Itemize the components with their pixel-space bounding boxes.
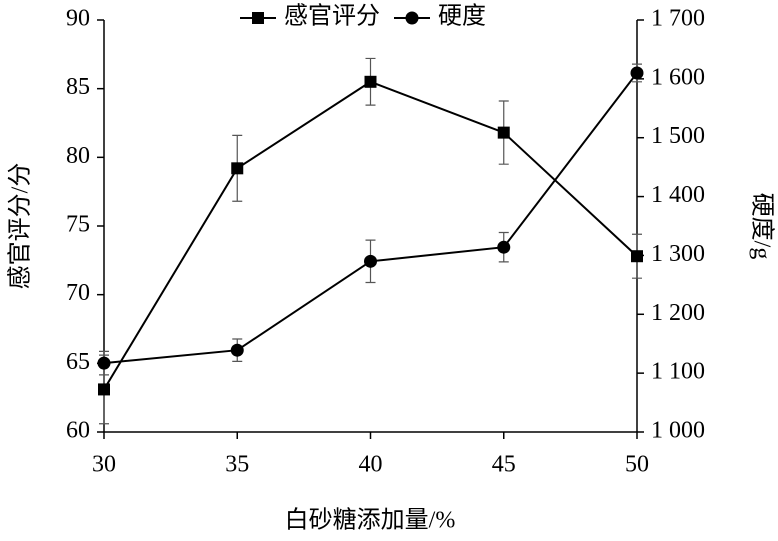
x-tick-label: 45: [492, 452, 516, 478]
y2-tick-label: 1 200: [651, 300, 705, 326]
data-point: [497, 240, 511, 254]
data-point: [230, 343, 244, 357]
data-point: [364, 254, 377, 268]
y2-tick-label: 1 000: [651, 418, 705, 444]
y-tick-label: 90: [66, 6, 90, 32]
x-tick-label: 40: [359, 452, 383, 478]
y2-tick-label: 1 400: [651, 182, 705, 208]
legend-label: 硬度: [438, 3, 486, 30]
y2-axis-label: 硬度/g: [748, 193, 775, 260]
y2-tick-label: 1 300: [651, 241, 705, 267]
y-tick-label: 60: [66, 418, 90, 444]
data-point: [98, 383, 110, 396]
y-tick-label: 75: [66, 212, 90, 238]
y2-tick-label: 1 100: [651, 359, 705, 385]
x-tick-label: 30: [92, 452, 116, 478]
data-point: [97, 356, 111, 370]
legend-label: 感官评分: [284, 3, 380, 30]
y-tick-label: 70: [66, 280, 90, 306]
series-line: [103, 72, 638, 365]
data-point: [231, 162, 244, 175]
x-axis-label: 白砂糖添加量/%: [285, 507, 456, 534]
y2-tick-label: 1 500: [651, 123, 705, 149]
y2-tick-label: 1 700: [651, 6, 705, 32]
y-tick-label: 85: [66, 74, 90, 100]
x-tick-label: 35: [225, 452, 249, 478]
y-axis-label: 感官评分/分: [7, 163, 34, 290]
y-tick-label: 65: [66, 349, 90, 375]
y-tick-label: 80: [66, 143, 90, 169]
data-point: [497, 126, 510, 139]
x-tick-label: 50: [625, 452, 649, 478]
legend-marker: [405, 11, 419, 25]
legend-marker: [252, 12, 264, 24]
data-point: [630, 66, 644, 80]
data-point: [631, 250, 643, 263]
y2-tick-label: 1 600: [651, 64, 705, 90]
series-line: [103, 80, 638, 390]
data-point: [364, 75, 377, 88]
